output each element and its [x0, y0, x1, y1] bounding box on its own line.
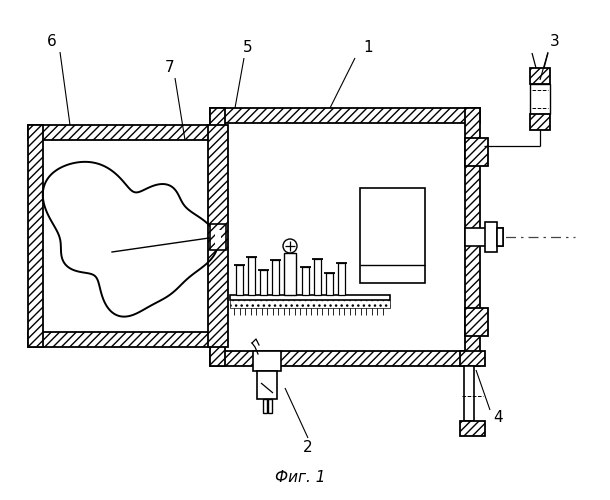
Text: 6: 6 — [47, 34, 57, 50]
Bar — [248, 257, 255, 295]
Bar — [263, 399, 267, 413]
Text: 2: 2 — [303, 440, 313, 456]
Bar — [210, 108, 480, 123]
Bar — [460, 351, 485, 366]
Bar — [225, 123, 465, 351]
Bar — [465, 308, 488, 336]
Bar — [460, 421, 485, 436]
Bar — [338, 263, 345, 295]
Text: 7: 7 — [165, 60, 175, 76]
Bar — [284, 253, 296, 295]
Text: Фиг. 1: Фиг. 1 — [274, 470, 325, 486]
Bar — [253, 351, 281, 371]
Bar — [236, 265, 243, 295]
Bar — [28, 125, 43, 347]
Bar — [260, 270, 267, 295]
Text: 3: 3 — [550, 34, 560, 50]
Bar — [272, 260, 279, 295]
Bar — [465, 138, 488, 166]
Bar — [268, 399, 272, 413]
Bar — [326, 273, 333, 295]
Bar — [314, 259, 321, 295]
Text: 5: 5 — [243, 40, 253, 56]
Bar — [465, 108, 480, 366]
Bar — [210, 224, 226, 250]
Bar — [497, 228, 503, 246]
Bar — [257, 371, 277, 399]
Bar — [210, 351, 480, 366]
Bar — [485, 222, 497, 252]
Bar — [208, 125, 228, 347]
Bar — [530, 84, 550, 114]
Bar — [530, 114, 550, 130]
Bar — [464, 366, 474, 421]
Bar — [210, 108, 225, 366]
Bar — [28, 125, 216, 140]
Bar — [302, 267, 309, 295]
Text: 4: 4 — [493, 410, 503, 426]
Bar — [43, 140, 216, 332]
Bar — [360, 188, 425, 283]
Bar — [28, 332, 216, 347]
Bar — [230, 295, 390, 300]
Bar — [465, 228, 503, 246]
Bar — [230, 300, 390, 308]
Text: 1: 1 — [363, 40, 373, 56]
Bar — [215, 230, 221, 244]
Bar — [530, 68, 550, 84]
